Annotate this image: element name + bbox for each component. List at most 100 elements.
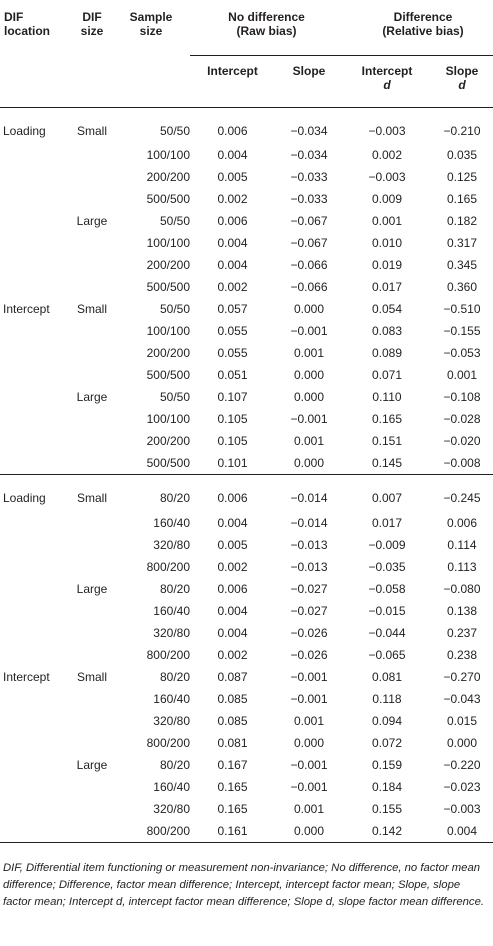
cell-intercept: 0.002 xyxy=(217,559,248,574)
cell-sample-size: 800/200 xyxy=(146,647,190,662)
table-footnote: DIF, Differential item functioning or me… xyxy=(3,862,485,908)
cell-sample-size: 160/40 xyxy=(153,515,190,530)
cell-intercept: 0.002 xyxy=(217,192,248,206)
cell-sample-size: 160/40 xyxy=(153,691,190,706)
cell-sample-size: 320/80 xyxy=(153,537,190,552)
header-sample-size-line2: size xyxy=(139,24,163,38)
cell-intercept-d: 0.007 xyxy=(371,491,403,506)
cell-dif-location xyxy=(0,144,72,166)
cell-intercept-d: 0.019 xyxy=(371,258,403,272)
cell-intercept: 0.101 xyxy=(190,452,275,475)
cell-intercept: 0.085 xyxy=(217,713,248,728)
cell-slope: −0.001 xyxy=(290,691,328,706)
cell-dif-location xyxy=(0,754,72,776)
cell-sample-size: 200/200 xyxy=(146,346,190,360)
cell-dif-location xyxy=(0,512,72,534)
cell-dif-size xyxy=(72,644,112,666)
cell-dif-size xyxy=(72,534,112,556)
cell-slope-d: 0.165 xyxy=(446,192,478,206)
cell-slope-d: 0.001 xyxy=(446,368,478,382)
cell-sample-size: 500/500 xyxy=(146,192,190,206)
cell-intercept: 0.087 xyxy=(217,669,248,684)
cell-slope-d: 0.015 xyxy=(446,713,478,728)
cell-intercept: 0.055 xyxy=(217,324,248,338)
cell-sample-size: 800/200 xyxy=(146,559,190,574)
cell-dif-location xyxy=(0,210,72,232)
cell-dif-location xyxy=(0,188,72,210)
cell-slope-d: 0.113 xyxy=(447,559,477,574)
cell-intercept: 0.005 xyxy=(217,537,248,552)
cell-dif-location xyxy=(0,600,72,622)
header-dif-location-line1: DIF xyxy=(4,10,24,24)
cell-sample-size: 320/80 xyxy=(153,713,190,728)
cell-dif-size xyxy=(72,430,112,452)
cell-slope-d: −0.080 xyxy=(443,581,481,596)
cell-sample-size: 500/500 xyxy=(146,368,190,382)
cell-intercept: 0.161 xyxy=(190,819,275,843)
cell-dif-size xyxy=(72,276,112,298)
table-row: 320/80 0.085 0.001 0.094 0.015 xyxy=(0,710,493,732)
cell-slope: 0.000 xyxy=(293,735,325,750)
cell-slope: −0.066 xyxy=(290,280,328,294)
cell-dif-location xyxy=(0,254,72,276)
cell-sample-size: 50/50 xyxy=(159,302,190,316)
table-row: Large 50/50 0.006 −0.067 0.001 0.182 xyxy=(0,210,493,232)
table-row: 200/200 0.004 −0.066 0.019 0.345 xyxy=(0,254,493,276)
cell-slope-d: 0.345 xyxy=(446,258,478,272)
cell-slope: −0.034 xyxy=(290,148,328,162)
table-row: 500/500 0.002 −0.066 0.017 0.360 xyxy=(0,276,493,298)
header-dif-size-line2: size xyxy=(80,24,104,38)
cell-intercept-d: −0.003 xyxy=(368,170,406,184)
cell-intercept: 0.004 xyxy=(217,236,248,250)
table-row: 200/200 0.055 0.001 0.089 −0.053 xyxy=(0,342,493,364)
header-intercept-d: Intercept d xyxy=(343,55,431,108)
table-row: 320/80 0.165 0.001 0.155 −0.003 xyxy=(0,798,493,820)
cell-intercept-d: 0.145 xyxy=(343,452,431,475)
cell-sample-size: 500/500 xyxy=(112,452,190,475)
cell-slope: −0.026 xyxy=(290,647,328,662)
cell-dif-size xyxy=(72,688,112,710)
cell-dif-size xyxy=(72,254,112,276)
cell-dif-size xyxy=(72,556,112,578)
header-difference-line1: Difference xyxy=(393,10,453,24)
cell-sample-size: 500/500 xyxy=(146,280,190,294)
cell-intercept-d: 0.142 xyxy=(343,819,431,843)
table-row: 800/200 0.081 0.000 0.072 0.000 xyxy=(0,732,493,754)
header-slope-d: Slope d xyxy=(431,55,493,108)
cell-slope-d: −0.108 xyxy=(443,390,481,404)
cell-intercept-d: 0.184 xyxy=(371,779,403,794)
cell-intercept-d: 0.002 xyxy=(371,148,403,162)
cell-dif-location xyxy=(0,386,72,408)
cell-dif-size xyxy=(72,364,112,386)
cell-sample-size: 100/100 xyxy=(146,412,190,426)
cell-intercept-d: 0.118 xyxy=(372,691,402,706)
cell-slope-d: −0.220 xyxy=(443,757,481,772)
cell-intercept-d: −0.065 xyxy=(368,647,406,662)
cell-intercept-d: 0.151 xyxy=(371,434,403,448)
cell-dif-location xyxy=(0,819,72,843)
cell-dif-location xyxy=(0,798,72,820)
cell-intercept-d: −0.035 xyxy=(368,559,406,574)
cell-slope-d: 0.182 xyxy=(446,214,478,228)
cell-sample-size: 50/50 xyxy=(159,123,190,138)
cell-slope: −0.014 xyxy=(290,491,328,506)
cell-slope-d: 0.000 xyxy=(446,735,478,750)
cell-intercept: 0.005 xyxy=(217,170,248,184)
header-dif-location: DIF location xyxy=(0,0,72,108)
table-row: Loading Small 80/20 0.006 −0.014 0.007 −0.245 xyxy=(0,475,493,512)
cell-intercept: 0.002 xyxy=(217,280,248,294)
cell-slope: 0.000 xyxy=(275,452,343,475)
header-no-difference-line2: (Raw bias) xyxy=(236,24,297,38)
cell-slope: 0.001 xyxy=(293,713,325,728)
cell-dif-location xyxy=(0,364,72,386)
cell-dif-size: Small xyxy=(76,491,107,506)
cell-intercept: 0.004 xyxy=(217,515,248,530)
cell-slope: −0.001 xyxy=(290,669,328,684)
cell-slope-d: 0.138 xyxy=(446,603,478,618)
header-sample-size-line1: Sample xyxy=(129,10,173,24)
cell-intercept: 0.006 xyxy=(217,491,248,506)
cell-slope: −0.034 xyxy=(290,123,328,138)
cell-sample-size: 800/200 xyxy=(146,735,190,750)
cell-sample-size: 160/40 xyxy=(153,779,190,794)
cell-dif-size xyxy=(72,819,112,843)
